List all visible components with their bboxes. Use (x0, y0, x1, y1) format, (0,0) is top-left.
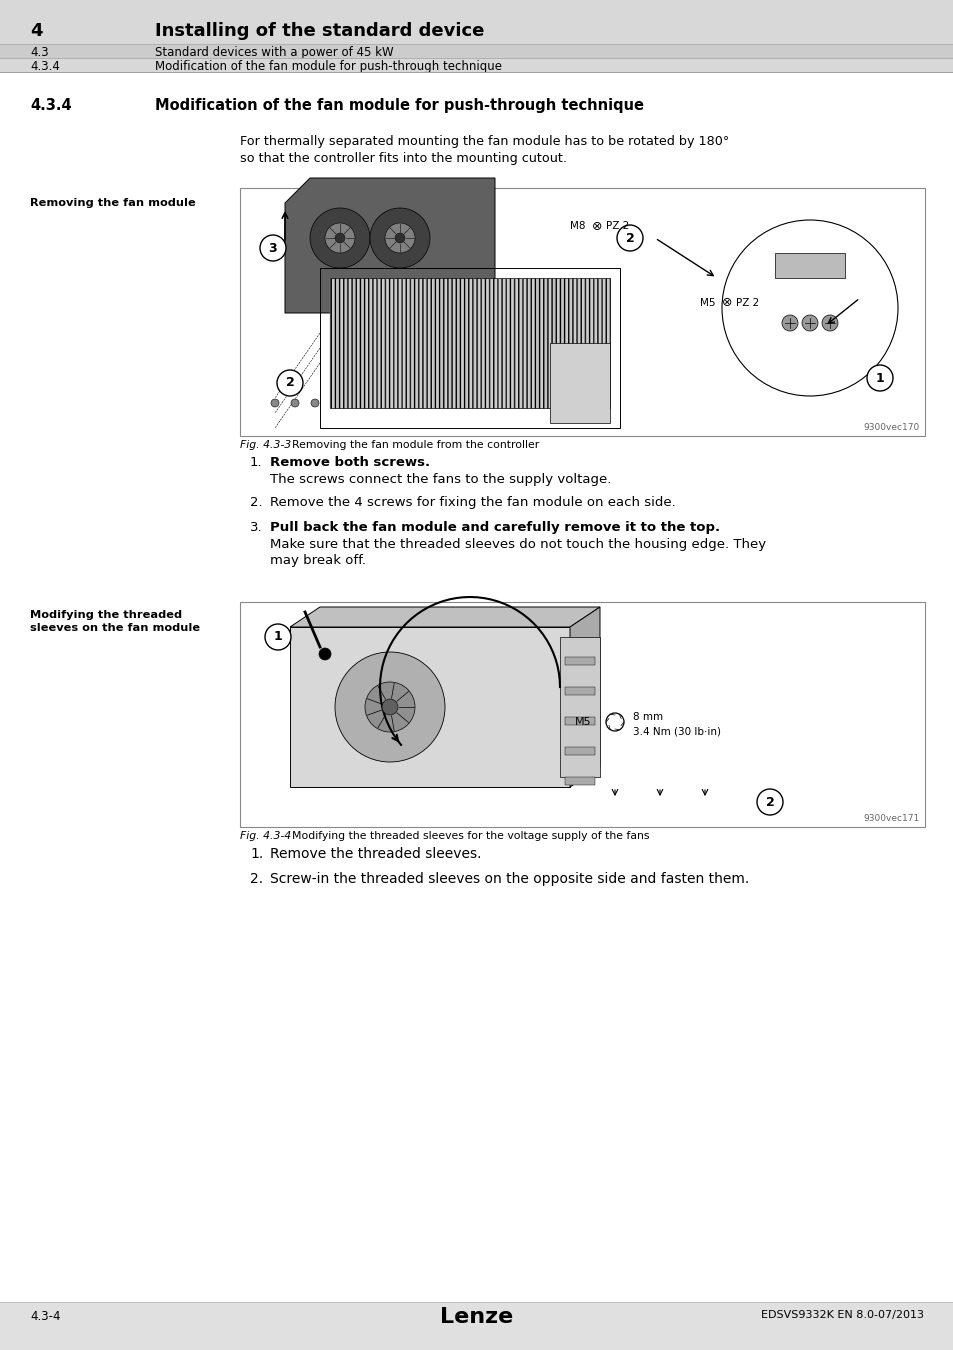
Circle shape (311, 400, 318, 406)
Text: 4.3.4: 4.3.4 (30, 59, 60, 73)
Circle shape (325, 223, 355, 252)
Circle shape (381, 699, 397, 716)
Text: The screws connect the fans to the supply voltage.: The screws connect the fans to the suppl… (270, 472, 611, 486)
Bar (0, 58, 953, 72)
Circle shape (370, 208, 430, 269)
Text: 2.: 2. (250, 872, 263, 886)
Bar (0, 0, 953, 72)
Text: M5: M5 (700, 298, 715, 308)
Text: 4.3: 4.3 (30, 46, 49, 59)
Text: 4: 4 (30, 22, 43, 40)
Text: Lenze: Lenze (440, 1307, 513, 1327)
Text: 1.: 1. (250, 846, 263, 861)
Text: Screw-in the threaded sleeves on the opposite side and fasten them.: Screw-in the threaded sleeves on the opp… (270, 872, 748, 886)
Text: 9300vec171: 9300vec171 (862, 814, 919, 824)
Text: For thermally separated mounting the fan module has to be rotated by 180°: For thermally separated mounting the fan… (240, 135, 728, 148)
Text: M8: M8 (569, 221, 585, 231)
Text: 1: 1 (875, 371, 883, 385)
Circle shape (260, 235, 286, 261)
Circle shape (801, 315, 817, 331)
Circle shape (276, 370, 303, 396)
Circle shape (821, 315, 837, 331)
Text: PZ 2: PZ 2 (735, 298, 759, 308)
Bar (564, 778, 595, 784)
Bar (564, 747, 595, 755)
Circle shape (385, 223, 415, 252)
Bar (564, 717, 595, 725)
Text: 2.: 2. (250, 495, 262, 509)
Text: 2: 2 (765, 795, 774, 809)
Circle shape (335, 234, 345, 243)
Bar (559, 637, 599, 778)
Text: sleeves on the fan module: sleeves on the fan module (30, 622, 200, 633)
Circle shape (265, 624, 291, 649)
Text: Modifying the threaded: Modifying the threaded (30, 610, 182, 620)
Bar (240, 602, 924, 828)
Text: PZ 2: PZ 2 (605, 221, 629, 231)
Text: Pull back the fan module and carefully remove it to the top.: Pull back the fan module and carefully r… (270, 521, 720, 535)
Circle shape (335, 652, 444, 761)
Text: Removing the fan module: Removing the fan module (30, 198, 195, 208)
Text: Installing of the standard device: Installing of the standard device (154, 22, 484, 40)
Text: M5: M5 (575, 717, 591, 728)
Text: Make sure that the threaded sleeves do not touch the housing edge. They: Make sure that the threaded sleeves do n… (270, 539, 765, 551)
Polygon shape (774, 252, 844, 278)
Text: 1: 1 (274, 630, 282, 644)
Text: Modification of the fan module for push-through technique: Modification of the fan module for push-… (154, 99, 643, 113)
Text: 4.3-4: 4.3-4 (30, 1310, 60, 1323)
Circle shape (395, 234, 405, 243)
Text: Remove the 4 screws for fixing the fan module on each side.: Remove the 4 screws for fixing the fan m… (270, 495, 675, 509)
Circle shape (866, 364, 892, 391)
Text: Remove both screws.: Remove both screws. (270, 456, 430, 468)
Bar (564, 657, 595, 666)
Text: 8 mm: 8 mm (633, 711, 662, 722)
Text: 2: 2 (625, 231, 634, 244)
Polygon shape (285, 178, 495, 313)
Polygon shape (290, 608, 599, 626)
Circle shape (318, 648, 331, 660)
Bar (0, 45, 953, 58)
Text: 1.: 1. (250, 456, 262, 468)
Circle shape (617, 225, 642, 251)
Text: 3.: 3. (250, 521, 262, 535)
Text: Fig. 4.3-4: Fig. 4.3-4 (240, 832, 291, 841)
Circle shape (365, 682, 415, 732)
Text: Modifying the threaded sleeves for the voltage supply of the fans: Modifying the threaded sleeves for the v… (292, 832, 649, 841)
Bar (319, 269, 619, 428)
Bar (550, 343, 609, 423)
Text: 9300vec170: 9300vec170 (862, 423, 919, 432)
Circle shape (721, 220, 897, 396)
Text: ⊗: ⊗ (721, 297, 732, 309)
Text: 3.4 Nm (30 lb·in): 3.4 Nm (30 lb·in) (633, 726, 720, 736)
Bar (290, 626, 569, 787)
Text: Modification of the fan module for push-through technique: Modification of the fan module for push-… (154, 59, 501, 73)
Circle shape (271, 400, 278, 406)
Circle shape (757, 788, 782, 815)
Bar (564, 687, 595, 695)
Text: 2: 2 (285, 377, 294, 390)
Polygon shape (569, 608, 599, 787)
Bar (240, 188, 924, 436)
Text: EDSVS9332K EN 8.0-07/2013: EDSVS9332K EN 8.0-07/2013 (760, 1310, 923, 1320)
Text: Fig. 4.3-3: Fig. 4.3-3 (240, 440, 291, 450)
Text: 4.3.4: 4.3.4 (30, 99, 71, 113)
Text: Remove the threaded sleeves.: Remove the threaded sleeves. (270, 846, 481, 861)
Text: Removing the fan module from the controller: Removing the fan module from the control… (292, 440, 538, 450)
Text: so that the controller fits into the mounting cutout.: so that the controller fits into the mou… (240, 153, 566, 165)
Bar (0, 1301, 953, 1350)
Bar (330, 278, 609, 408)
Text: ⊗: ⊗ (592, 220, 602, 232)
Circle shape (291, 400, 298, 406)
Text: may break off.: may break off. (270, 554, 366, 567)
Text: 3: 3 (269, 242, 277, 255)
Circle shape (310, 208, 370, 269)
Circle shape (781, 315, 797, 331)
Text: Standard devices with a power of 45 kW: Standard devices with a power of 45 kW (154, 46, 394, 59)
